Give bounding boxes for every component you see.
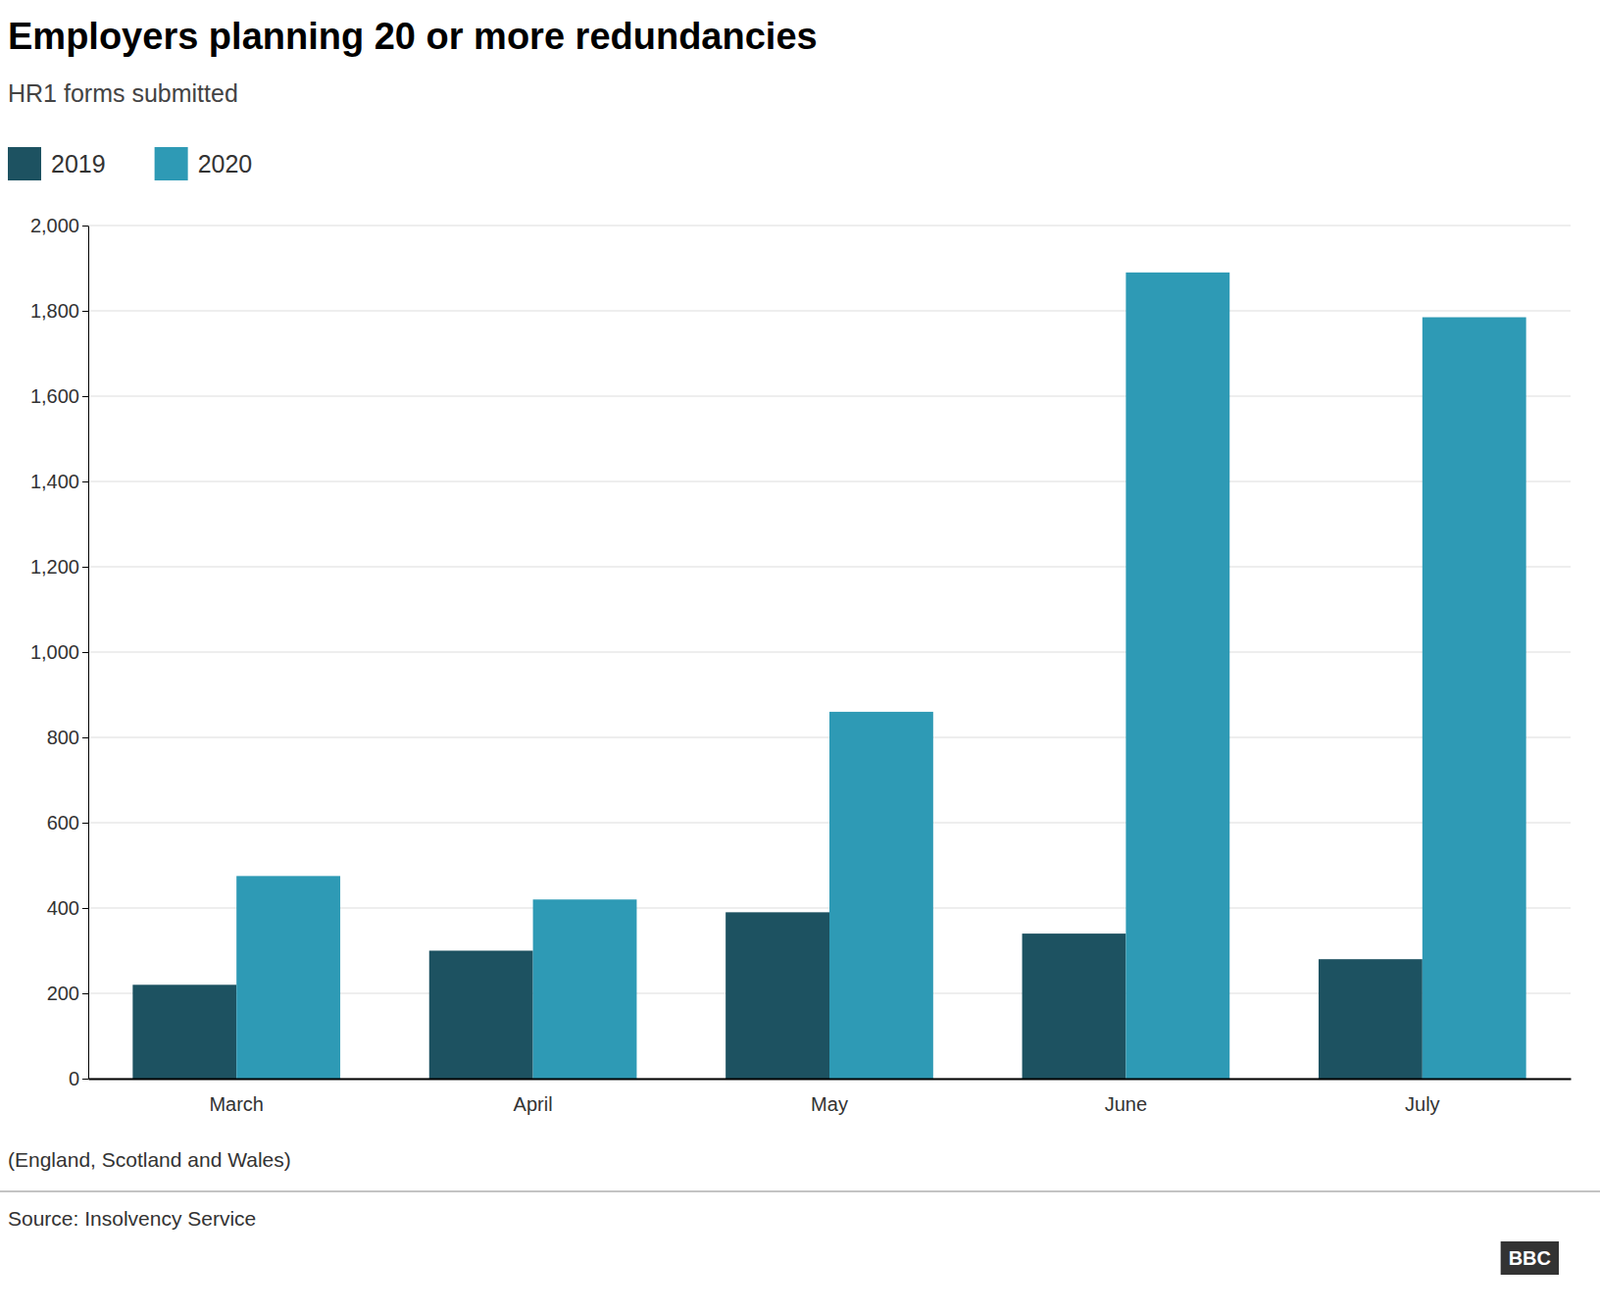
- grid: [88, 225, 1571, 1079]
- y-tick-mark: [82, 737, 89, 739]
- x-tick: March: [208, 1093, 264, 1115]
- footnote: (England, Scotland and Wales): [7, 1148, 292, 1171]
- x-tick: April: [513, 1093, 553, 1115]
- y-tick-mark: [82, 993, 89, 995]
- bar: [1125, 272, 1230, 1079]
- x-tick: June: [1104, 1093, 1148, 1115]
- y-tick: 1,400: [30, 470, 89, 493]
- y-tick-mark: [82, 396, 89, 398]
- y-tick-mark: [82, 822, 89, 824]
- bar: [533, 899, 638, 1079]
- legend-swatch: [154, 147, 189, 181]
- chart: Employers planning 20 or more redundanci…: [0, 0, 1600, 1312]
- y-tick-label: 1,200: [30, 555, 80, 578]
- x-tick: July: [1404, 1093, 1441, 1115]
- source: Source: Insolvency Service: [7, 1206, 256, 1230]
- y-tick-mark: [82, 310, 89, 312]
- x-axis: March April May June July: [89, 1079, 1572, 1116]
- y-axis-line: [88, 226, 90, 1080]
- x-tick-label: March: [208, 1093, 264, 1115]
- bars: [132, 272, 1526, 1079]
- grid-line: [88, 1078, 1571, 1080]
- grid-line: [88, 225, 1571, 227]
- y-tick: 600: [47, 811, 89, 834]
- bar: [1318, 958, 1423, 1079]
- grid-line: [88, 310, 1571, 312]
- bar: [236, 875, 341, 1079]
- y-tick-label: 600: [47, 811, 80, 834]
- bar: [829, 711, 934, 1079]
- x-tick-label: May: [810, 1093, 849, 1115]
- legend-item: 2020: [154, 147, 253, 181]
- footer-separator: [0, 1191, 1600, 1193]
- y-axis: 0 200 400 600 800 1,000 1,200 1,400 1,600 1,800 2,…: [30, 214, 90, 1090]
- bar: [1422, 317, 1527, 1079]
- y-tick-label: 200: [47, 982, 80, 1004]
- y-tick: 200: [47, 982, 89, 1004]
- y-tick-label: 400: [47, 897, 80, 919]
- series: [236, 272, 1526, 1079]
- y-tick-mark: [82, 1078, 89, 1080]
- legend-label: 2019: [50, 150, 106, 178]
- y-tick: 1,800: [30, 300, 89, 322]
- logo: BBC: [1500, 1241, 1559, 1275]
- y-tick-label: 1,400: [30, 470, 80, 493]
- x-axis-line: [89, 1078, 1572, 1081]
- y-tick-label: 1,600: [30, 385, 80, 407]
- y-tick: 1,200: [30, 555, 89, 578]
- y-tick: 400: [47, 897, 89, 919]
- logo-text: BBC: [1508, 1247, 1551, 1269]
- y-tick-label: 1,000: [30, 641, 80, 663]
- grid-line: [88, 481, 1571, 483]
- y-tick-mark: [82, 566, 89, 568]
- logo-box: [1500, 1241, 1559, 1275]
- legend: 2019 2020: [7, 147, 252, 181]
- grid-line: [88, 396, 1571, 398]
- legend-label: 2020: [198, 150, 253, 178]
- grid-line: [88, 651, 1571, 653]
- legend-item: 2019: [7, 147, 106, 181]
- bar: [725, 911, 830, 1079]
- y-tick-mark: [82, 907, 89, 909]
- x-tick: May: [810, 1093, 849, 1115]
- title: Employers planning 20 or more redundanci…: [7, 15, 818, 57]
- y-tick: 1,600: [30, 385, 89, 407]
- y-tick-mark: [82, 481, 89, 483]
- y-tick: 800: [47, 726, 89, 749]
- y-tick-label: 800: [47, 726, 80, 749]
- bar: [132, 984, 237, 1079]
- plot: 0 200 400 600 800 1,000 1,200 1,400 1,600 1,800 2,…: [30, 214, 1572, 1115]
- y-tick-label: 0: [68, 1067, 80, 1090]
- y-tick-label: 1,800: [30, 300, 80, 322]
- legend-swatch: [7, 147, 42, 181]
- y-tick-label: 2,000: [30, 214, 80, 237]
- subtitle: HR1 forms submitted: [7, 79, 239, 107]
- bar: [1022, 933, 1127, 1079]
- x-tick-label: July: [1404, 1093, 1441, 1115]
- y-tick: 2,000: [30, 214, 89, 237]
- y-tick-mark: [82, 225, 89, 227]
- x-tick-label: April: [513, 1093, 553, 1115]
- y-tick: 1,000: [30, 641, 89, 663]
- bar: [429, 950, 534, 1080]
- grid-line: [88, 566, 1571, 568]
- y-tick-mark: [82, 651, 89, 653]
- x-tick-label: June: [1104, 1093, 1148, 1115]
- y-tick: 0: [68, 1067, 89, 1090]
